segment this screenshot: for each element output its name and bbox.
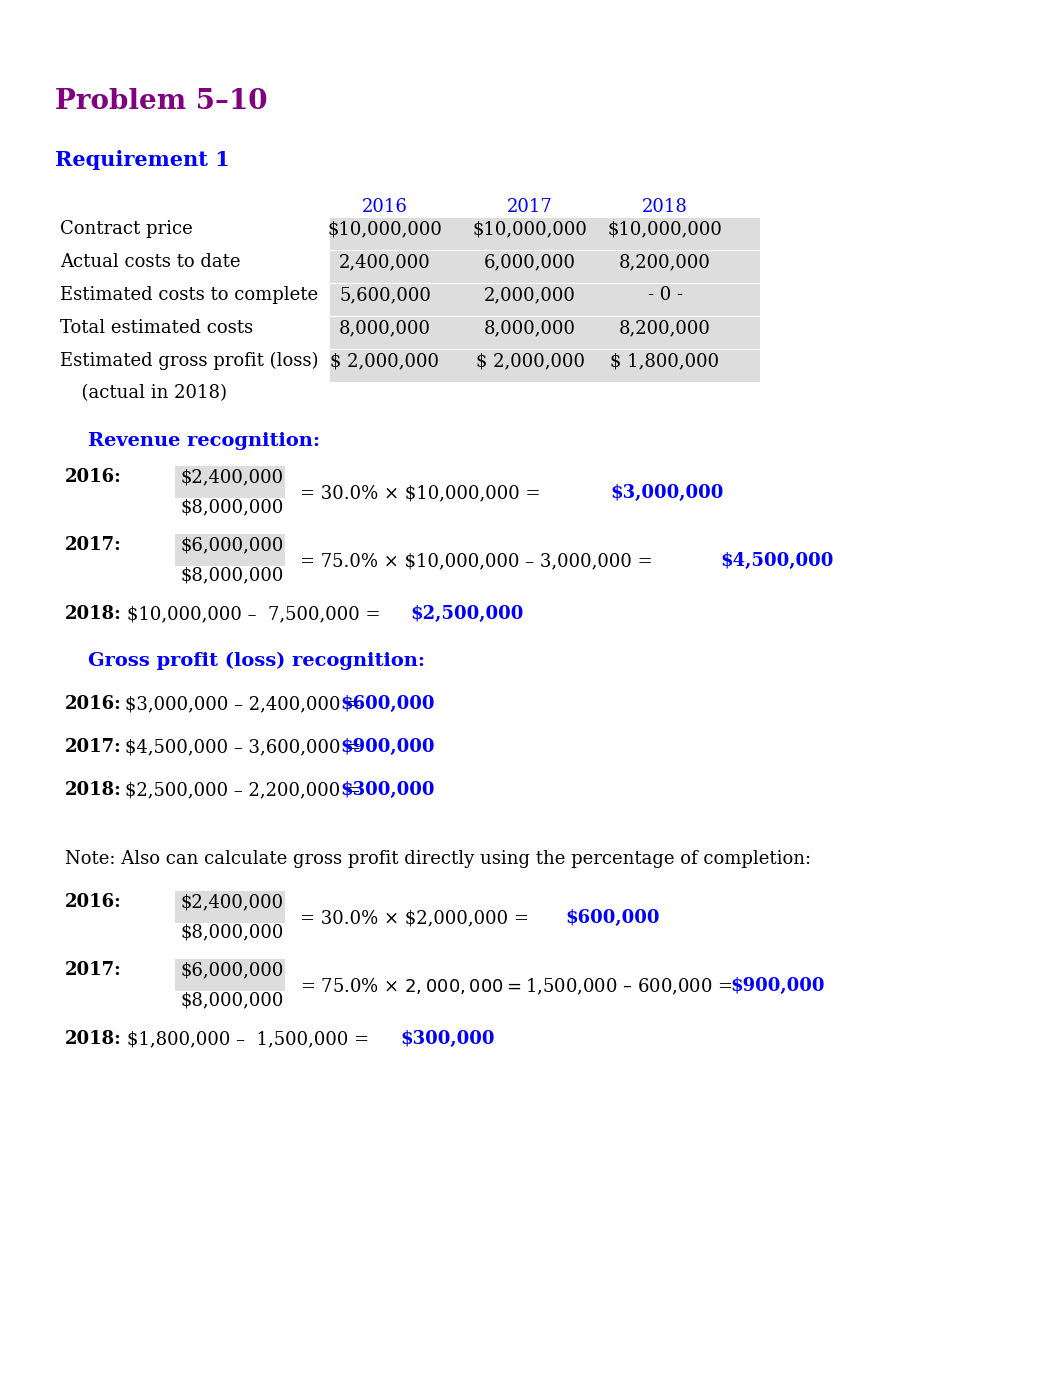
Text: = 75.0% × $2,000,000 = $1,500,000 – 600,000 =: = 75.0% × $2,000,000 = $1,500,000 – 600,… [299, 978, 735, 997]
Text: 5,600,000: 5,600,000 [339, 286, 431, 304]
Bar [615, 218, 760, 251]
Text: Problem 5–10: Problem 5–10 [55, 88, 268, 116]
Text: 2016:: 2016: [65, 894, 122, 912]
Text: 8,000,000: 8,000,000 [339, 319, 431, 337]
Text: 8,000,000: 8,000,000 [484, 319, 576, 337]
Text: $2,400,000: $2,400,000 [179, 894, 284, 912]
Text: $10,000,000: $10,000,000 [473, 220, 587, 238]
Text: $ 2,000,000: $ 2,000,000 [330, 353, 440, 370]
Text: $4,500,000 – 3,600,000 =: $4,500,000 – 3,600,000 = [125, 738, 367, 756]
Text: $600,000: $600,000 [340, 695, 434, 713]
Bar [475, 251, 620, 284]
Text: Gross profit (loss) recognition:: Gross profit (loss) recognition: [88, 651, 425, 671]
Text: 2017:: 2017: [65, 536, 122, 554]
Text: 6,000,000: 6,000,000 [484, 253, 576, 271]
Text: 2018:: 2018: [65, 605, 122, 622]
Text: = 30.0% × $10,000,000 =: = 30.0% × $10,000,000 = [299, 483, 546, 503]
Text: $ 1,800,000: $ 1,800,000 [611, 353, 720, 370]
Bar [615, 284, 760, 315]
Bar [615, 350, 760, 381]
Text: $8,000,000: $8,000,000 [179, 923, 284, 940]
Text: 2017:: 2017: [65, 961, 122, 979]
Text: 2,000,000: 2,000,000 [484, 286, 576, 304]
Text: $8,000,000: $8,000,000 [179, 566, 284, 584]
Text: 2018: 2018 [643, 198, 688, 216]
Bar [330, 350, 475, 381]
Text: $10,000,000: $10,000,000 [327, 220, 443, 238]
Bar [330, 218, 475, 251]
Bar [175, 958, 285, 991]
Text: 2,400,000: 2,400,000 [339, 253, 431, 271]
Text: 2018:: 2018: [65, 781, 122, 799]
Text: Requirement 1: Requirement 1 [55, 150, 229, 169]
Text: $2,500,000: $2,500,000 [410, 605, 524, 622]
Text: $6,000,000: $6,000,000 [179, 961, 284, 979]
Text: $1,800,000 –  1,500,000 =: $1,800,000 – 1,500,000 = [127, 1030, 375, 1048]
Text: 2018:: 2018: [65, 1030, 122, 1048]
Text: $300,000: $300,000 [340, 781, 434, 799]
Text: $6,000,000: $6,000,000 [179, 536, 284, 554]
Text: 2017: 2017 [508, 198, 553, 216]
Text: $300,000: $300,000 [400, 1030, 495, 1048]
Text: 2016: 2016 [362, 198, 408, 216]
Bar [475, 284, 620, 315]
Text: 2016:: 2016: [65, 468, 122, 486]
Text: 2017:: 2017: [65, 738, 122, 756]
Text: $3,000,000 – 2,400,000 =: $3,000,000 – 2,400,000 = [125, 695, 367, 713]
Bar [330, 317, 475, 348]
Bar [175, 891, 285, 923]
Text: $10,000,000: $10,000,000 [607, 220, 722, 238]
Text: Estimated gross profit (loss): Estimated gross profit (loss) [59, 353, 319, 370]
Text: $600,000: $600,000 [565, 909, 660, 927]
Text: $900,000: $900,000 [730, 978, 824, 996]
Text: = 75.0% × $10,000,000 – 3,000,000 =: = 75.0% × $10,000,000 – 3,000,000 = [299, 552, 658, 570]
Text: $4,500,000: $4,500,000 [720, 552, 834, 570]
Bar [175, 465, 285, 498]
Text: Contract price: Contract price [59, 220, 192, 238]
Text: 2016:: 2016: [65, 695, 122, 713]
Text: $8,000,000: $8,000,000 [179, 991, 284, 1009]
Text: = 30.0% × $2,000,000 =: = 30.0% × $2,000,000 = [299, 909, 534, 927]
Bar [475, 218, 620, 251]
Text: Estimated costs to complete: Estimated costs to complete [59, 286, 319, 304]
Text: $2,400,000: $2,400,000 [179, 468, 284, 486]
Text: $8,000,000: $8,000,000 [179, 498, 284, 516]
Bar [475, 317, 620, 348]
Text: $3,000,000: $3,000,000 [610, 483, 723, 503]
Text: $ 2,000,000: $ 2,000,000 [476, 353, 584, 370]
Text: $2,500,000 – 2,200,000 =: $2,500,000 – 2,200,000 = [125, 781, 366, 799]
Bar [615, 317, 760, 348]
Bar [475, 350, 620, 381]
Text: (actual in 2018): (actual in 2018) [70, 384, 227, 402]
Text: $900,000: $900,000 [340, 738, 434, 756]
Text: Note: Also can calculate gross profit directly using the percentage of completio: Note: Also can calculate gross profit di… [65, 850, 811, 868]
Bar [615, 251, 760, 284]
Text: Actual costs to date: Actual costs to date [59, 253, 240, 271]
Bar [175, 534, 285, 566]
Bar [330, 284, 475, 315]
Text: $10,000,000 –  7,500,000 =: $10,000,000 – 7,500,000 = [127, 605, 387, 622]
Text: - 0 -: - 0 - [648, 286, 683, 304]
Text: Revenue recognition:: Revenue recognition: [88, 432, 320, 450]
Text: 8,200,000: 8,200,000 [619, 319, 710, 337]
Text: 8,200,000: 8,200,000 [619, 253, 710, 271]
Bar [330, 251, 475, 284]
Text: Total estimated costs: Total estimated costs [59, 319, 253, 337]
